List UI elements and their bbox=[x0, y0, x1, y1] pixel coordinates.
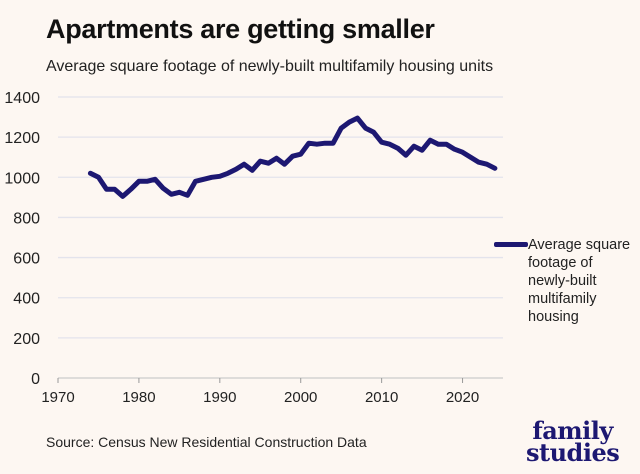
y-tick-label: 1000 bbox=[4, 170, 40, 187]
x-tick-label: 1990 bbox=[203, 389, 236, 406]
y-tick-label: 200 bbox=[13, 331, 40, 348]
source-note: Source: Census New Residential Construct… bbox=[46, 434, 367, 450]
chart-subtitle: Average square footage of newly-built mu… bbox=[46, 58, 494, 75]
x-tick-label: 2020 bbox=[446, 389, 479, 406]
chart-title: Apartments are getting smaller bbox=[46, 14, 435, 44]
legend-swatch bbox=[494, 242, 528, 247]
y-tick-label: 800 bbox=[13, 210, 40, 227]
legend-label: Average square footage of newly-built mu… bbox=[528, 237, 631, 325]
family-studies-logo: family studies bbox=[526, 416, 620, 467]
logo-line2: studies bbox=[526, 438, 620, 467]
x-tick-label: 2010 bbox=[365, 389, 398, 406]
series-line bbox=[87, 115, 498, 199]
x-tick-label: 2000 bbox=[284, 389, 317, 406]
y-tick-label: 600 bbox=[13, 251, 40, 268]
y-tick-label: 400 bbox=[13, 291, 40, 308]
y-tick-label: 0 bbox=[31, 371, 40, 388]
legend: Average square footage of newly-built mu… bbox=[494, 236, 638, 326]
y-tick-label: 1200 bbox=[4, 130, 40, 147]
logo-line1: family bbox=[532, 416, 613, 445]
y-tick-label: 1400 bbox=[4, 90, 40, 107]
x-tick-label: 1970 bbox=[41, 389, 74, 406]
x-tick-label: 1980 bbox=[122, 389, 155, 406]
